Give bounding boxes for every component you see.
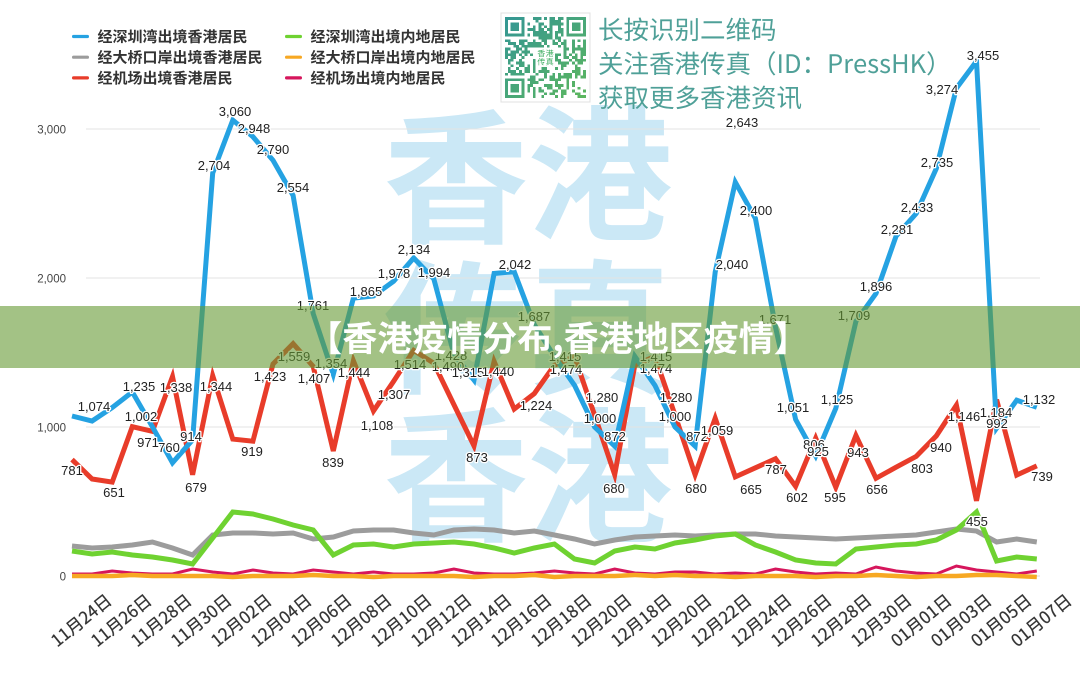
svg-text:806: 806 bbox=[803, 437, 825, 452]
svg-text:760: 760 bbox=[158, 440, 180, 455]
svg-text:2,704: 2,704 bbox=[198, 158, 231, 173]
svg-text:2,000: 2,000 bbox=[37, 274, 66, 286]
svg-text:1,315: 1,315 bbox=[452, 365, 485, 380]
svg-text:3,000: 3,000 bbox=[37, 125, 66, 137]
svg-text:1,338: 1,338 bbox=[160, 380, 193, 395]
svg-text:1,423: 1,423 bbox=[254, 369, 287, 384]
svg-text:971: 971 bbox=[137, 435, 159, 450]
svg-text:943: 943 bbox=[847, 445, 869, 460]
svg-text:1,235: 1,235 bbox=[123, 379, 156, 394]
svg-text:1,132: 1,132 bbox=[1023, 392, 1056, 407]
svg-text:2,735: 2,735 bbox=[921, 155, 954, 170]
svg-text:873: 873 bbox=[466, 450, 488, 465]
svg-text:2,948: 2,948 bbox=[238, 121, 271, 136]
svg-text:2,554: 2,554 bbox=[277, 180, 310, 195]
svg-text:2,643: 2,643 bbox=[726, 115, 759, 130]
svg-text:781: 781 bbox=[61, 463, 83, 478]
svg-text:2,042: 2,042 bbox=[499, 257, 532, 272]
svg-text:3,060: 3,060 bbox=[219, 104, 252, 119]
svg-text:1,896: 1,896 bbox=[860, 279, 893, 294]
svg-text:992: 992 bbox=[986, 416, 1008, 431]
svg-text:1,000: 1,000 bbox=[584, 411, 617, 426]
svg-text:787: 787 bbox=[765, 462, 787, 477]
svg-text:2,040: 2,040 bbox=[716, 257, 749, 272]
svg-text:1,444: 1,444 bbox=[338, 365, 371, 380]
svg-text:1,000: 1,000 bbox=[37, 423, 66, 435]
svg-text:940: 940 bbox=[930, 440, 952, 455]
svg-text:651: 651 bbox=[103, 485, 125, 500]
svg-text:3,274: 3,274 bbox=[926, 82, 959, 97]
svg-text:1,002: 1,002 bbox=[125, 409, 158, 424]
svg-text:0: 0 bbox=[60, 572, 66, 584]
svg-text:455: 455 bbox=[966, 514, 988, 529]
svg-text:839: 839 bbox=[322, 455, 344, 470]
svg-text:1,307: 1,307 bbox=[378, 387, 411, 402]
svg-text:680: 680 bbox=[603, 481, 625, 496]
svg-text:872: 872 bbox=[604, 429, 626, 444]
svg-text:1,108: 1,108 bbox=[361, 418, 394, 433]
svg-text:665: 665 bbox=[740, 482, 762, 497]
svg-text:2,433: 2,433 bbox=[901, 200, 934, 215]
svg-text:1,280: 1,280 bbox=[660, 390, 693, 405]
svg-text:679: 679 bbox=[185, 480, 207, 495]
svg-text:739: 739 bbox=[1031, 469, 1053, 484]
svg-text:914: 914 bbox=[180, 429, 202, 444]
svg-text:680: 680 bbox=[685, 481, 707, 496]
svg-text:2,134: 2,134 bbox=[398, 242, 431, 257]
svg-text:1,051: 1,051 bbox=[777, 400, 810, 415]
svg-text:656: 656 bbox=[866, 482, 888, 497]
svg-text:3,455: 3,455 bbox=[967, 48, 1000, 63]
svg-text:2,281: 2,281 bbox=[881, 222, 914, 237]
svg-text:1,059: 1,059 bbox=[701, 423, 734, 438]
svg-text:803: 803 bbox=[911, 461, 933, 476]
svg-text:1,000: 1,000 bbox=[659, 409, 692, 424]
svg-text:595: 595 bbox=[824, 490, 846, 505]
svg-text:925: 925 bbox=[807, 444, 829, 459]
svg-text:1,344: 1,344 bbox=[200, 379, 233, 394]
svg-text:602: 602 bbox=[786, 490, 808, 505]
svg-text:1,865: 1,865 bbox=[350, 284, 383, 299]
svg-text:1,074: 1,074 bbox=[78, 399, 111, 414]
svg-text:1,125: 1,125 bbox=[821, 392, 854, 407]
svg-text:1,994: 1,994 bbox=[418, 265, 451, 280]
svg-text:872: 872 bbox=[686, 429, 708, 444]
svg-text:1,184: 1,184 bbox=[980, 405, 1013, 420]
svg-text:1,280: 1,280 bbox=[586, 390, 619, 405]
svg-text:2,790: 2,790 bbox=[257, 142, 290, 157]
svg-text:2,400: 2,400 bbox=[740, 203, 773, 218]
svg-text:1,146: 1,146 bbox=[948, 409, 981, 424]
svg-text:1,407: 1,407 bbox=[298, 371, 331, 386]
svg-text:919: 919 bbox=[241, 444, 263, 459]
svg-text:1,224: 1,224 bbox=[520, 398, 553, 413]
svg-text:1,978: 1,978 bbox=[378, 266, 411, 281]
